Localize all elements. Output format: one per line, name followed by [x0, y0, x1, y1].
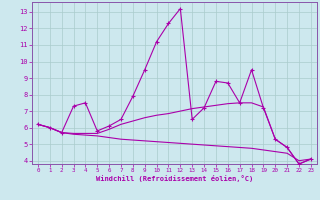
- X-axis label: Windchill (Refroidissement éolien,°C): Windchill (Refroidissement éolien,°C): [96, 175, 253, 182]
